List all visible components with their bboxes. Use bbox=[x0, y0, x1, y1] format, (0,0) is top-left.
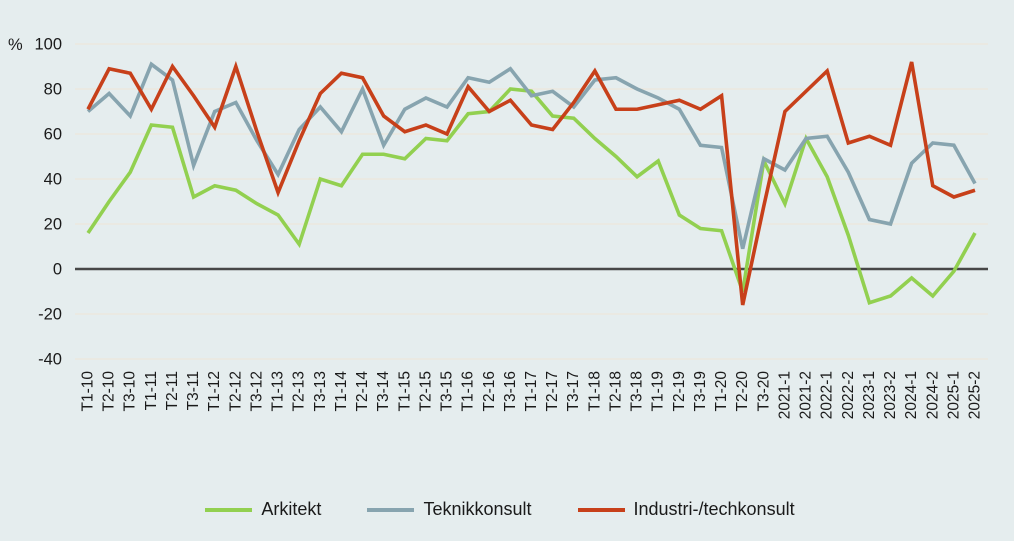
legend-swatch-teknikkonsult-icon bbox=[367, 507, 415, 512]
x-tick-label: T2-12 bbox=[227, 371, 244, 412]
legend-item-industri-techkonsult: Industri-/techkonsult bbox=[577, 499, 795, 520]
series-line-industri-techkonsult bbox=[86, 60, 976, 306]
x-tick-label: T2-18 bbox=[607, 371, 624, 412]
x-tick-label: 2022-2 bbox=[840, 371, 857, 419]
x-tick-label: 2021-2 bbox=[798, 371, 815, 419]
legend-label-teknikkonsult: Teknikkonsult bbox=[423, 499, 532, 519]
x-tick-label: T2-14 bbox=[354, 371, 371, 412]
x-tick-label: T3-19 bbox=[692, 371, 709, 412]
x-tick-label: T2-13 bbox=[291, 371, 308, 412]
x-tick-label: T3-18 bbox=[629, 371, 646, 412]
x-tick-label: T1-15 bbox=[396, 371, 413, 412]
x-tick-label: 2025-2 bbox=[967, 371, 984, 419]
x-tick-label: 2023-2 bbox=[882, 371, 899, 419]
legend: Arkitekt Teknikkonsult Industri-/techkon… bbox=[0, 499, 1000, 520]
x-tick-label: T1-17 bbox=[523, 371, 540, 412]
x-tick-label: T2-11 bbox=[164, 371, 181, 410]
x-tick-label: T2-10 bbox=[101, 371, 118, 412]
legend-swatch-industri-techkonsult-icon bbox=[577, 507, 625, 512]
x-tick-label: T3-11 bbox=[185, 371, 202, 410]
x-tick-label: T1-14 bbox=[333, 371, 350, 412]
legend-item-teknikkonsult: Teknikkonsult bbox=[367, 499, 532, 520]
x-tick-label: T1-11 bbox=[143, 371, 160, 410]
y-tick-label: 0 bbox=[53, 261, 62, 279]
x-tick-label: T2-16 bbox=[481, 371, 498, 412]
y-tick-label: 80 bbox=[44, 81, 62, 99]
x-tick-label: T1-13 bbox=[270, 371, 287, 412]
y-tick-label: 60 bbox=[44, 126, 62, 144]
x-tick-label: T3-16 bbox=[502, 371, 519, 412]
x-tick-label: T1-10 bbox=[80, 371, 97, 412]
legend-label-industri-techkonsult: Industri-/techkonsult bbox=[633, 499, 795, 519]
x-tick-label: T3-10 bbox=[122, 371, 139, 412]
series-line-teknikkonsult bbox=[86, 61, 977, 250]
x-tick-label: 2024-1 bbox=[903, 371, 920, 419]
x-tick-label: 2024-2 bbox=[924, 371, 941, 419]
y-tick-label: 100 bbox=[34, 36, 62, 54]
x-tick-label: T1-19 bbox=[650, 371, 667, 412]
legend-swatch-arkitekt-icon bbox=[205, 507, 253, 512]
x-tick-label: T1-16 bbox=[460, 371, 477, 412]
x-tick-label: T3-13 bbox=[312, 371, 329, 412]
x-tick-label: T2-17 bbox=[544, 371, 561, 412]
x-tick-label: 2023-1 bbox=[861, 371, 878, 419]
legend-label-arkitekt: Arkitekt bbox=[261, 499, 322, 519]
legend-item-arkitekt: Arkitekt bbox=[205, 499, 321, 520]
y-axis-unit-label: % bbox=[8, 36, 23, 54]
x-tick-label: 2021-1 bbox=[776, 371, 793, 419]
x-tick-label: T2-19 bbox=[671, 371, 688, 412]
x-tick-label: T3-20 bbox=[755, 371, 772, 412]
x-tick-label: T3-12 bbox=[248, 371, 265, 412]
series-line-arkitekt bbox=[86, 87, 977, 306]
x-tick-label: T3-14 bbox=[375, 371, 392, 412]
x-tick-label: T1-18 bbox=[586, 371, 603, 412]
x-tick-label: T1-12 bbox=[206, 371, 223, 412]
x-tick-label: T3-15 bbox=[439, 371, 456, 412]
x-tick-label: T2-15 bbox=[417, 371, 434, 412]
y-tick-label: 40 bbox=[44, 171, 62, 189]
x-tick-label: 2025-1 bbox=[945, 371, 962, 419]
y-tick-label: -20 bbox=[38, 306, 62, 324]
x-tick-label: 2022-1 bbox=[819, 371, 836, 419]
x-tick-label: T2-20 bbox=[734, 371, 751, 412]
y-tick-label: -40 bbox=[38, 351, 62, 369]
y-tick-label: 20 bbox=[44, 216, 62, 234]
x-tick-label: T1-20 bbox=[713, 371, 730, 412]
x-tick-label: T3-17 bbox=[565, 371, 582, 412]
